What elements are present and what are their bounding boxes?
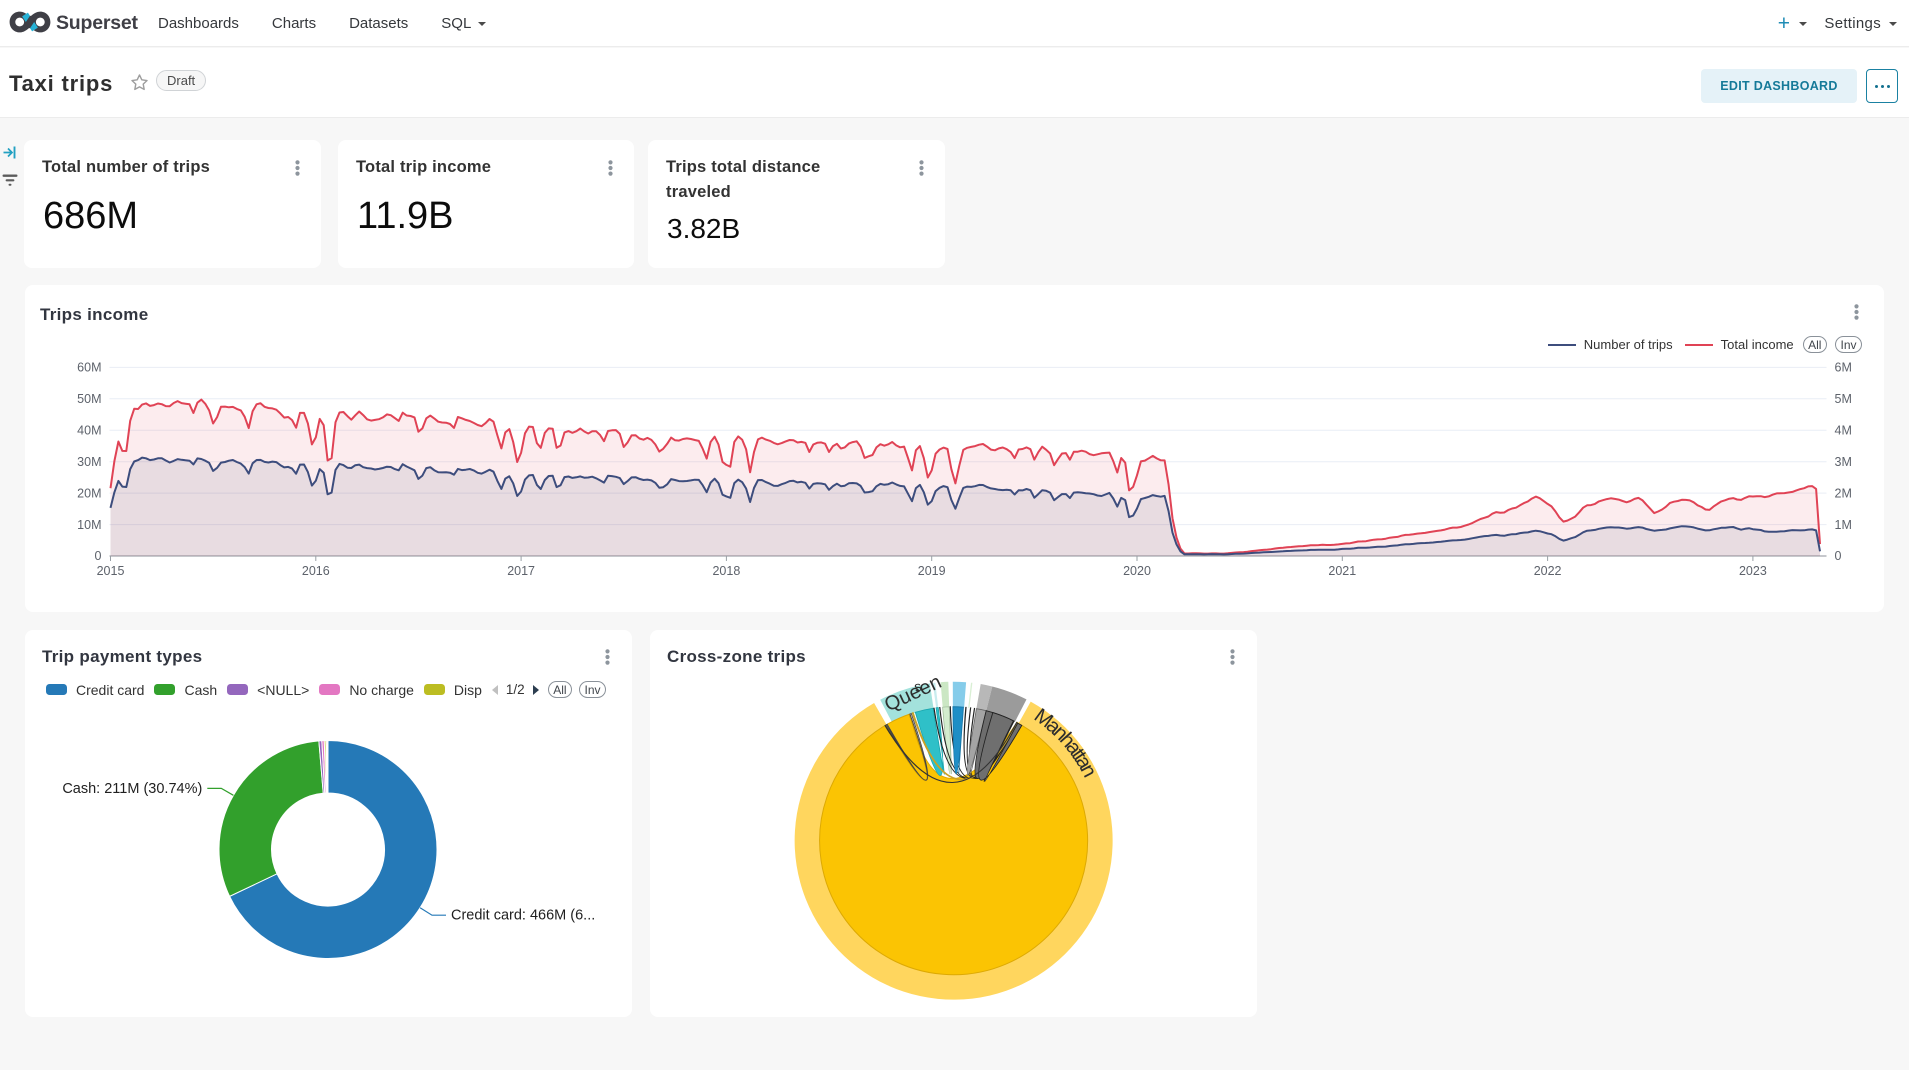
- svg-text:2015: 2015: [97, 564, 125, 578]
- svg-text:s: s: [912, 678, 923, 695]
- svg-text:5M: 5M: [1835, 392, 1852, 406]
- svg-text:3M: 3M: [1835, 455, 1852, 469]
- svg-text:4M: 4M: [1835, 424, 1852, 438]
- svg-text:Credit card: 466M (6...: Credit card: 466M (6...: [451, 908, 595, 924]
- svg-text:40M: 40M: [77, 424, 101, 438]
- svg-text:2022: 2022: [1534, 564, 1562, 578]
- svg-text:0: 0: [1835, 549, 1842, 563]
- svg-text:30M: 30M: [77, 455, 101, 469]
- svg-text:2023: 2023: [1739, 564, 1767, 578]
- svg-text:50M: 50M: [77, 392, 101, 406]
- svg-text:20M: 20M: [77, 486, 101, 500]
- svg-text:2021: 2021: [1328, 564, 1356, 578]
- svg-text:0: 0: [95, 549, 102, 563]
- svg-text:Cash: 211M (30.74%): Cash: 211M (30.74%): [62, 781, 202, 797]
- svg-text:2017: 2017: [507, 564, 535, 578]
- svg-text:60M: 60M: [77, 361, 101, 375]
- svg-text:10M: 10M: [77, 518, 101, 532]
- svg-text:1M: 1M: [1835, 518, 1852, 532]
- svg-text:6M: 6M: [1835, 361, 1852, 375]
- svg-text:2020: 2020: [1123, 564, 1151, 578]
- svg-text:2016: 2016: [302, 564, 330, 578]
- svg-text:2M: 2M: [1835, 486, 1852, 500]
- svg-text:2019: 2019: [918, 564, 946, 578]
- svg-text:2018: 2018: [712, 564, 740, 578]
